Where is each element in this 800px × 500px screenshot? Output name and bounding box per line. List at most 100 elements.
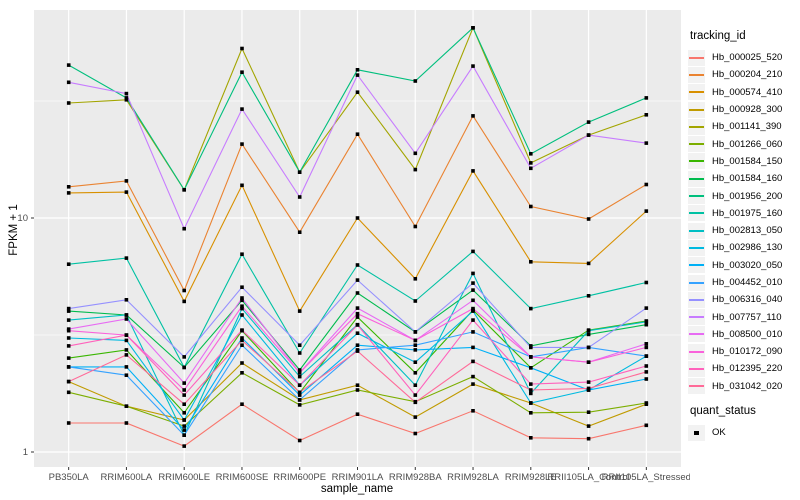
legend-item-label: Hb_001975_160 bbox=[712, 207, 783, 219]
data-point bbox=[182, 365, 186, 370]
legend-key-swatch bbox=[688, 309, 705, 326]
data-point bbox=[182, 428, 186, 432]
data-point bbox=[124, 333, 129, 337]
legend-color-line bbox=[689, 177, 704, 180]
data-point bbox=[471, 271, 475, 276]
legend-item-Hb_010172_090: Hb_010172_090 bbox=[688, 343, 800, 360]
legend-item-label: Hb_000204_210 bbox=[712, 69, 783, 81]
data-point bbox=[413, 224, 418, 229]
data-point bbox=[644, 345, 649, 350]
legend-color-line bbox=[689, 281, 704, 284]
legend-key-swatch bbox=[688, 84, 705, 101]
x-tick-label: RRIM928LA bbox=[447, 472, 499, 483]
data-point bbox=[586, 424, 591, 428]
data-point bbox=[66, 306, 71, 311]
data-point bbox=[529, 345, 533, 350]
legend-items: Hb_000025_520 Hb_000204_210 Hb_000574_410 H… bbox=[688, 49, 800, 395]
data-point bbox=[413, 79, 418, 83]
data-point bbox=[66, 365, 71, 369]
legend-item-Hb_008500_010: Hb_008500_010 bbox=[688, 326, 800, 343]
data-point bbox=[124, 421, 129, 425]
x-tick-label: RRIM928BA bbox=[389, 472, 442, 483]
data-point bbox=[644, 401, 649, 405]
data-point bbox=[471, 409, 475, 413]
legend-item-Hb_001975_160: Hb_001975_160 bbox=[688, 205, 800, 222]
data-point bbox=[124, 338, 129, 343]
legend-item-Hb_000025_520: Hb_000025_520 bbox=[688, 49, 800, 66]
data-point bbox=[529, 391, 533, 396]
data-point bbox=[529, 436, 533, 440]
data-point bbox=[644, 320, 649, 324]
legend-item-label: Hb_010172_090 bbox=[712, 346, 783, 358]
legend-item-Hb_004452_010: Hb_004452_010 bbox=[688, 274, 800, 291]
data-point bbox=[471, 382, 475, 386]
data-point bbox=[182, 418, 186, 422]
quant-status-label: OK bbox=[712, 427, 726, 439]
data-point bbox=[355, 291, 360, 295]
data-point bbox=[355, 315, 360, 319]
data-point bbox=[182, 433, 186, 437]
data-point bbox=[240, 252, 244, 256]
legend-color-line bbox=[689, 91, 704, 94]
legend-item-Hb_001584_160: Hb_001584_160 bbox=[688, 170, 800, 187]
legend-color-line bbox=[689, 160, 704, 163]
legend-item-Hb_002813_050: Hb_002813_050 bbox=[688, 222, 800, 239]
data-point bbox=[240, 336, 244, 340]
legend-item-Hb_007757_110: Hb_007757_110 bbox=[688, 308, 800, 326]
legend-key-swatch bbox=[688, 49, 705, 66]
data-point bbox=[355, 278, 360, 282]
legend-color-line bbox=[689, 333, 704, 336]
data-point bbox=[297, 438, 302, 443]
data-point bbox=[182, 188, 186, 192]
data-point bbox=[66, 421, 71, 425]
data-point bbox=[644, 423, 649, 428]
data-point bbox=[240, 304, 244, 308]
x-tick-label: RRIM600LA bbox=[101, 472, 153, 483]
data-point bbox=[297, 390, 302, 395]
data-point bbox=[182, 424, 186, 428]
legend-item-label: Hb_001266_060 bbox=[712, 138, 783, 150]
data-point bbox=[529, 306, 533, 311]
data-point bbox=[297, 309, 302, 313]
data-point bbox=[586, 133, 591, 137]
data-point bbox=[471, 169, 475, 173]
data-point bbox=[355, 412, 360, 416]
data-point bbox=[355, 323, 360, 327]
legend-color-line bbox=[689, 143, 704, 146]
legend-item-label: Hb_001584_150 bbox=[712, 155, 783, 167]
data-point bbox=[529, 204, 533, 209]
data-point bbox=[644, 354, 649, 358]
data-point bbox=[182, 288, 186, 293]
legend-key-swatch bbox=[688, 326, 705, 343]
data-point bbox=[124, 179, 129, 183]
data-point bbox=[124, 96, 129, 100]
data-point bbox=[124, 365, 129, 369]
data-point bbox=[413, 299, 418, 303]
legend-key-swatch bbox=[688, 136, 705, 153]
data-point bbox=[413, 343, 418, 347]
legend-color-line bbox=[689, 316, 704, 319]
x-tick-label: RRIM600PE bbox=[273, 472, 326, 483]
data-point bbox=[240, 402, 244, 406]
data-point bbox=[124, 317, 129, 321]
legend-key-swatch bbox=[688, 101, 705, 118]
data-point bbox=[66, 328, 71, 333]
data-point bbox=[124, 298, 129, 302]
data-point bbox=[355, 263, 360, 267]
data-point bbox=[66, 80, 71, 85]
data-point bbox=[66, 191, 71, 195]
data-point bbox=[297, 398, 302, 402]
data-point bbox=[66, 390, 71, 395]
data-point bbox=[240, 142, 244, 146]
data-point bbox=[644, 306, 649, 310]
data-point bbox=[644, 342, 649, 346]
data-point bbox=[529, 152, 533, 156]
legend-key-swatch bbox=[688, 239, 705, 256]
data-point bbox=[66, 262, 71, 266]
x-tick-label: RRII105LA_Stressed bbox=[602, 472, 690, 483]
quant-key-swatch bbox=[688, 424, 705, 441]
x-tick-label: RRIM600SE bbox=[216, 472, 269, 483]
legend-item-label: Hb_001584_160 bbox=[712, 173, 783, 185]
data-point bbox=[124, 98, 129, 102]
x-tick-label: RRIM901LA bbox=[332, 472, 384, 483]
